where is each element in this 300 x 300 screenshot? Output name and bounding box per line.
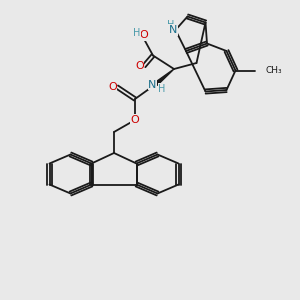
- Text: H: H: [167, 20, 175, 31]
- Text: H: H: [158, 83, 166, 94]
- Polygon shape: [155, 69, 174, 85]
- Text: O: O: [108, 82, 117, 92]
- Text: N: N: [169, 25, 177, 35]
- Text: O: O: [140, 30, 148, 40]
- Text: O: O: [135, 61, 144, 71]
- Text: CH₃: CH₃: [266, 66, 282, 75]
- Text: N: N: [148, 80, 157, 90]
- Text: O: O: [130, 115, 140, 125]
- Text: H: H: [133, 28, 140, 38]
